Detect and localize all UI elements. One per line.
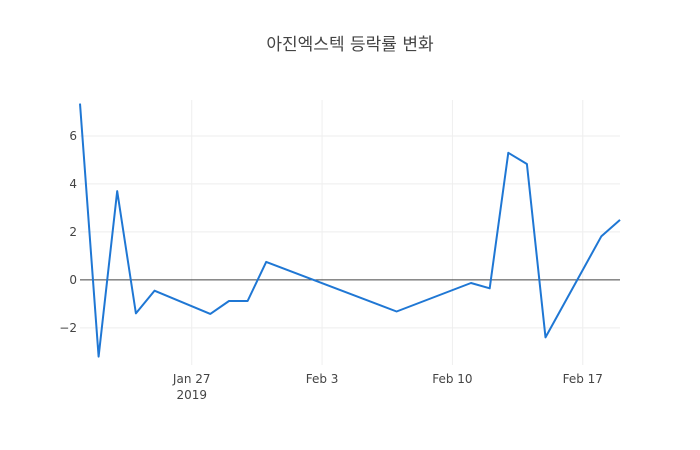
- x-tick-label: Jan 27: [172, 372, 211, 386]
- series-line: [79, 103, 621, 358]
- gridlines: [80, 100, 620, 365]
- x-tick-label: Feb 3: [306, 372, 339, 386]
- x-tick-label: Feb 17: [563, 372, 603, 386]
- tick-labels: Jan 27 2019 Feb 3 Feb 10 Feb 17 −2 0 2 4 6: [59, 129, 603, 402]
- series-layer: [79, 103, 621, 358]
- chart-title: 아진엑스텍 등락률 변화: [266, 35, 434, 55]
- x-tick-label: Feb 10: [432, 372, 472, 386]
- y-tick-label: −2: [59, 321, 77, 335]
- y-tick-label: 0: [69, 273, 77, 287]
- y-tick-label: 2: [69, 225, 77, 239]
- y-tick-label: 4: [69, 177, 77, 191]
- x-tick-sublabel: 2019: [176, 388, 207, 402]
- y-tick-label: 6: [69, 129, 77, 143]
